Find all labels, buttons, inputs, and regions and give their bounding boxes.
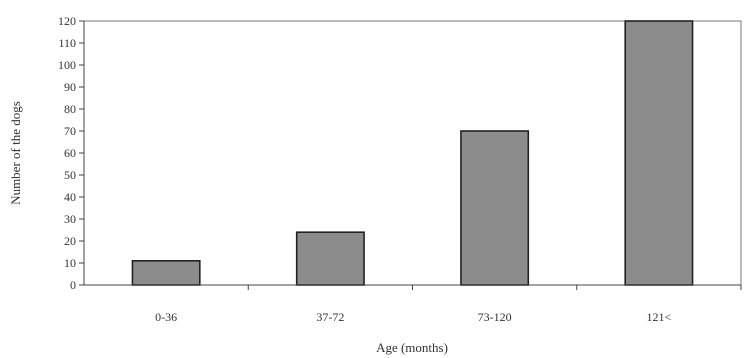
y-tick-label: 100 xyxy=(58,58,76,72)
y-tick-label: 50 xyxy=(64,168,76,182)
y-tick-label: 110 xyxy=(58,36,76,50)
y-tick-label: 30 xyxy=(64,212,76,226)
x-tick-label: 0-36 xyxy=(155,310,177,324)
y-tick-label: 40 xyxy=(64,190,76,204)
y-tick-label: 70 xyxy=(64,124,76,138)
y-tick-label: 20 xyxy=(64,234,76,248)
x-tick-label: 73-120 xyxy=(478,310,512,324)
x-tick-label: 37-72 xyxy=(316,310,344,324)
bar-37-72 xyxy=(295,231,365,286)
y-tick-label: 90 xyxy=(64,80,76,94)
x-tick-label: 121< xyxy=(646,310,671,324)
y-tick-label: 80 xyxy=(64,102,76,116)
bars-group xyxy=(131,20,694,286)
y-tick-label: 10 xyxy=(64,256,76,270)
y-tick-label: 60 xyxy=(64,146,76,160)
y-tick-label: 0 xyxy=(70,278,76,292)
bar-121< xyxy=(624,20,694,286)
bar-73-120 xyxy=(460,130,530,286)
x-axis-label: Age (months) xyxy=(376,340,448,355)
bar-0-36 xyxy=(131,259,201,286)
y-axis-label: Number of the dogs xyxy=(8,101,23,205)
x-axis-ticks: 0-36 37-72 73-120 121< xyxy=(155,285,742,324)
y-axis-ticks: 0 10 20 30 40 50 60 70 80 90 100 110 120 xyxy=(58,14,84,292)
y-tick-label: 120 xyxy=(58,14,76,28)
